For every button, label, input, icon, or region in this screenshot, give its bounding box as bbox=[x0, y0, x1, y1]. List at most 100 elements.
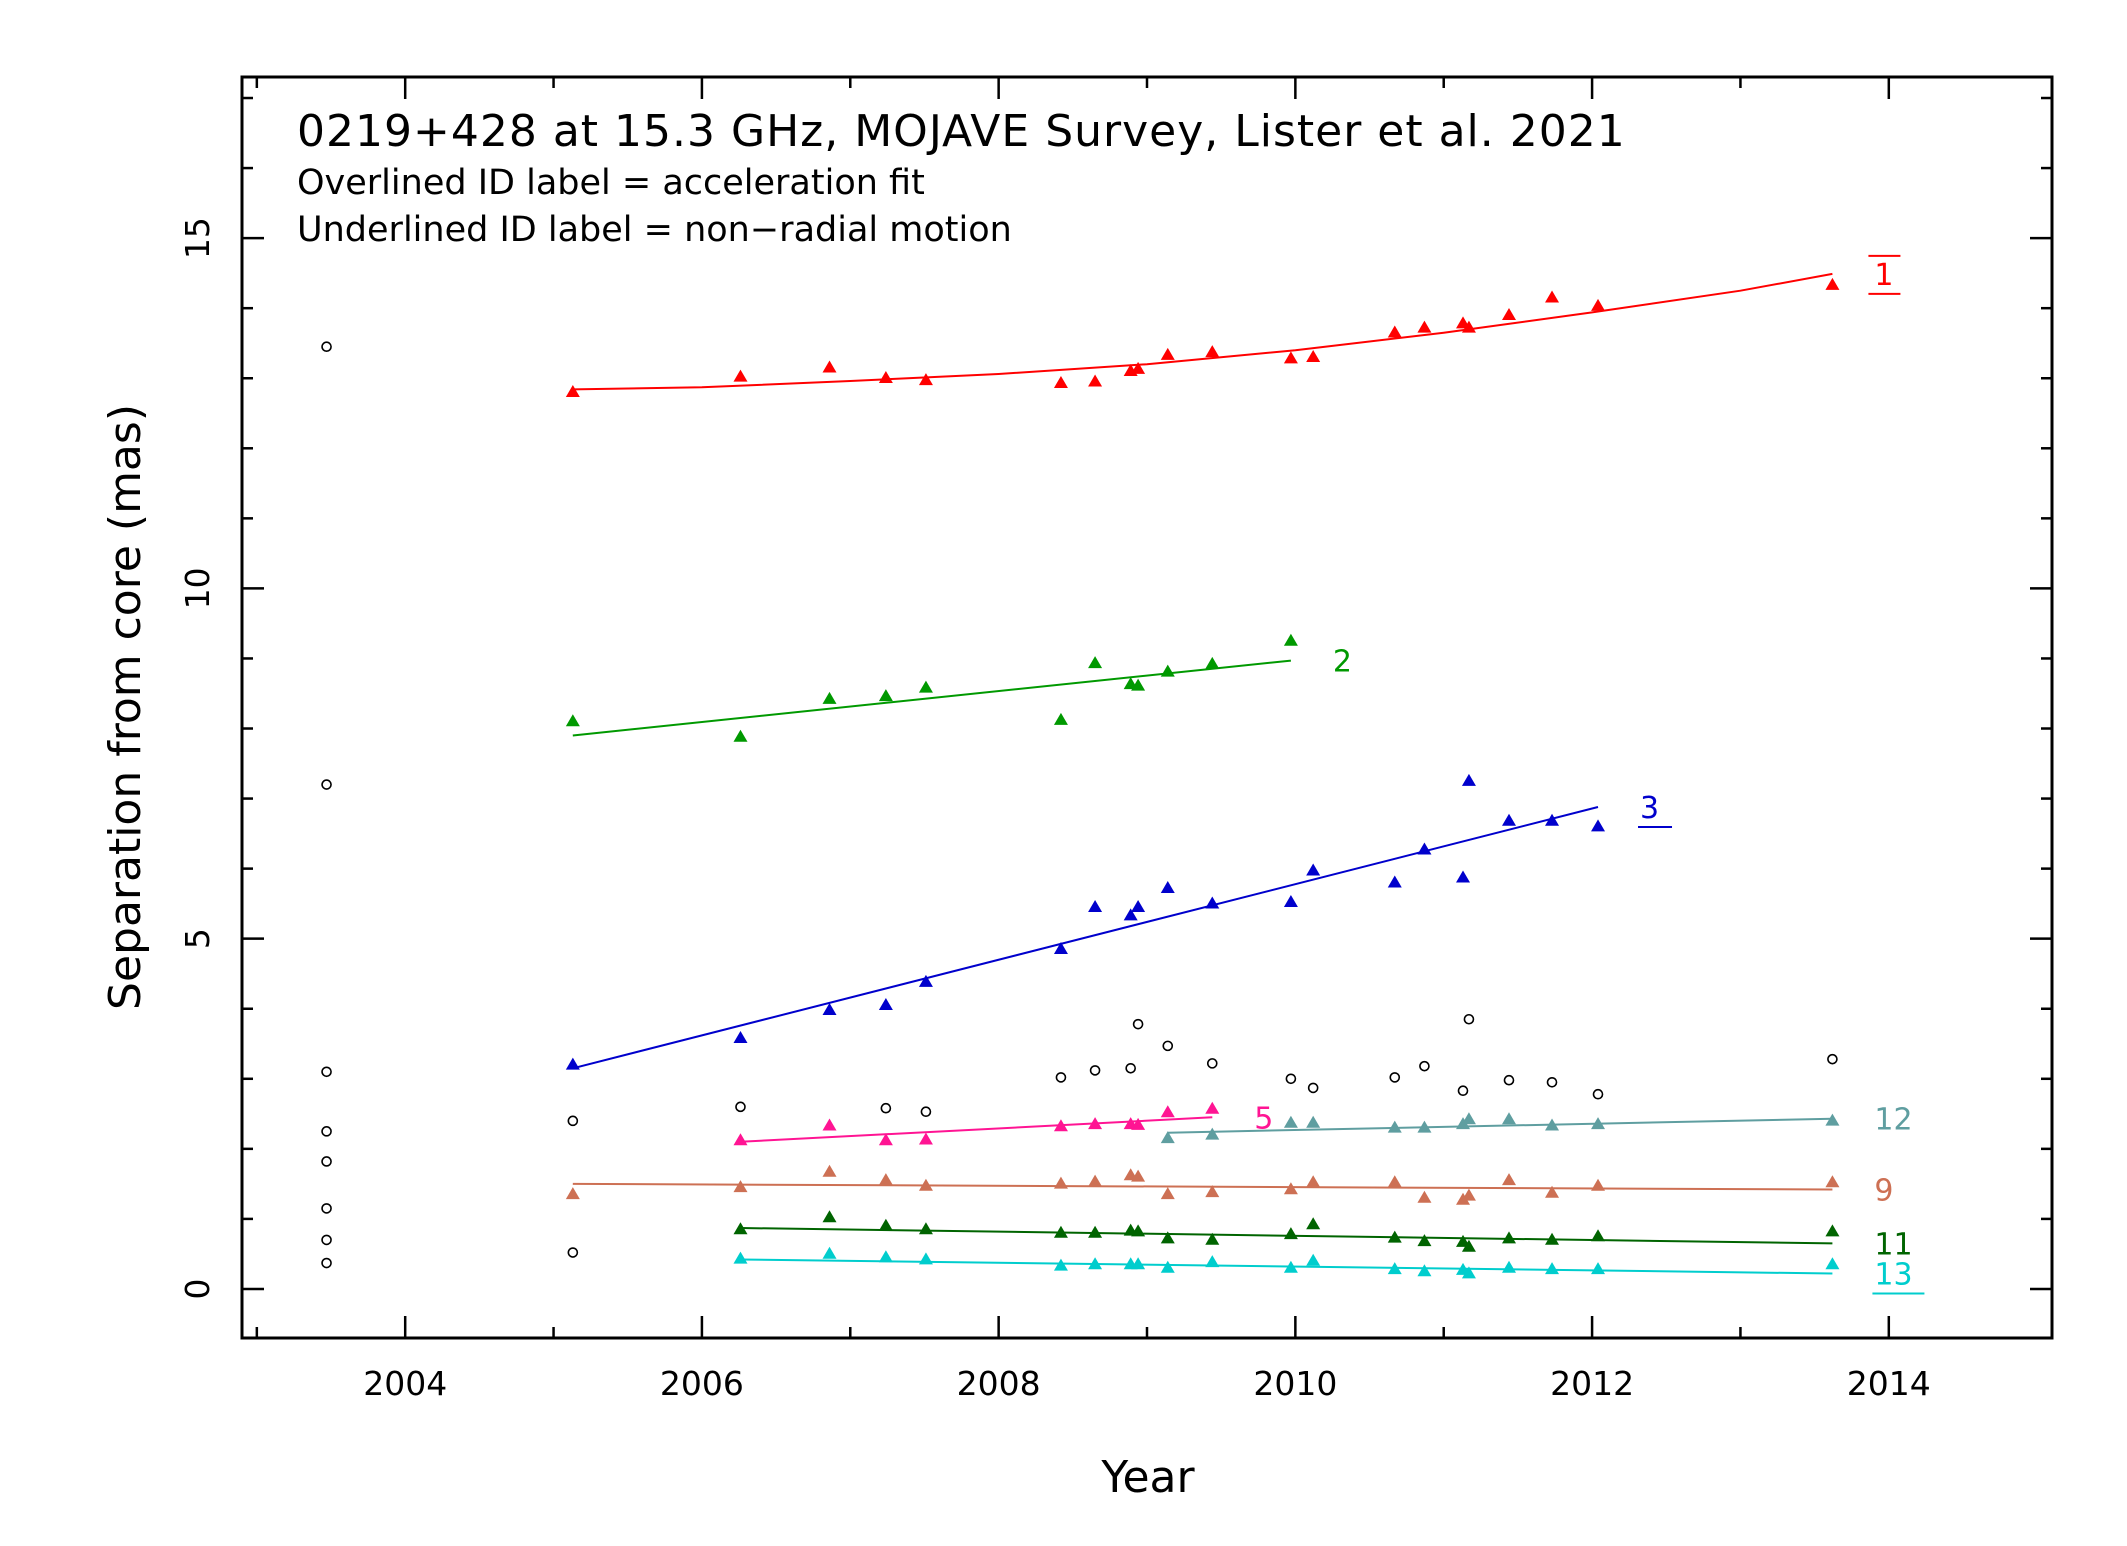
y-axis-label: Separation from core (mas) bbox=[100, 404, 151, 1010]
component-5-point bbox=[878, 1133, 893, 1146]
component-3-point bbox=[822, 1002, 837, 1015]
open-circle-point bbox=[1546, 1076, 1558, 1088]
component-11-point bbox=[1417, 1234, 1432, 1247]
series-label-12: 12 bbox=[1874, 1103, 1912, 1138]
component-3-point bbox=[1417, 842, 1432, 855]
component-3-point bbox=[878, 998, 893, 1011]
component-5-point bbox=[1160, 1105, 1175, 1118]
component-3-point bbox=[1456, 870, 1471, 883]
component-13-point bbox=[1502, 1260, 1516, 1273]
component-13-point bbox=[1131, 1257, 1146, 1270]
component-5-point bbox=[1131, 1117, 1146, 1130]
x-tick-label: 2006 bbox=[660, 1364, 744, 1403]
component-3-point bbox=[1591, 819, 1606, 832]
component-9-point bbox=[733, 1180, 748, 1193]
component-5-point bbox=[1205, 1101, 1220, 1114]
component-5-point bbox=[1088, 1117, 1103, 1130]
component-1-point bbox=[1417, 320, 1432, 333]
component-1-point bbox=[918, 373, 933, 386]
component-13-point bbox=[1591, 1262, 1606, 1275]
component-9-point bbox=[822, 1164, 837, 1177]
component-11-point bbox=[1205, 1232, 1220, 1245]
component-3-point bbox=[1053, 941, 1068, 954]
open-circle-point bbox=[1463, 1013, 1475, 1025]
open-circle-point bbox=[920, 1106, 932, 1118]
component-5-point bbox=[822, 1118, 837, 1131]
unassigned-points bbox=[321, 341, 1838, 1269]
open-circle-point bbox=[321, 779, 332, 790]
x-tick-label: 2014 bbox=[1847, 1364, 1931, 1403]
component-9-point bbox=[1131, 1169, 1146, 1182]
component-3-point bbox=[565, 1057, 580, 1070]
component-13-point bbox=[1088, 1257, 1103, 1270]
component-3-point bbox=[1306, 863, 1321, 876]
component-3-point bbox=[1502, 813, 1516, 826]
component-3-point bbox=[1205, 896, 1220, 909]
component-9-point bbox=[1417, 1190, 1432, 1203]
component-1-point bbox=[1053, 375, 1068, 388]
component-9-point bbox=[565, 1187, 580, 1200]
component-2-point bbox=[1160, 664, 1175, 677]
x-tick-label: 2004 bbox=[363, 1364, 447, 1403]
component-1-point bbox=[878, 371, 893, 384]
component-11-point bbox=[918, 1222, 933, 1235]
component-12-point bbox=[1160, 1131, 1175, 1144]
component-1-point bbox=[1088, 374, 1103, 387]
series-label-1: 1 bbox=[1874, 258, 1893, 293]
component-3-point bbox=[1160, 881, 1175, 894]
component-3-point bbox=[1283, 895, 1298, 908]
component-1-point bbox=[1387, 325, 1402, 338]
component-11-point bbox=[1283, 1227, 1298, 1240]
series-label-11: 11 bbox=[1874, 1227, 1912, 1262]
component-11-point bbox=[1545, 1232, 1560, 1245]
component-13-point bbox=[1283, 1260, 1298, 1273]
component-11-point bbox=[1088, 1225, 1103, 1238]
component-11-point bbox=[1461, 1239, 1476, 1252]
component-3-point bbox=[1387, 875, 1402, 888]
component-11-point bbox=[1306, 1217, 1321, 1230]
open-circle-point bbox=[321, 1234, 332, 1246]
open-circle-point bbox=[321, 1156, 332, 1167]
component-11-point bbox=[822, 1210, 837, 1223]
open-circle-point bbox=[880, 1102, 892, 1114]
component-9-point bbox=[1205, 1185, 1220, 1198]
component-1-point bbox=[822, 360, 837, 373]
component-points bbox=[565, 277, 1840, 1279]
x-tick-label: 2012 bbox=[1550, 1364, 1634, 1403]
open-circle-point bbox=[1285, 1073, 1297, 1085]
component-12-point bbox=[1417, 1120, 1432, 1133]
y-tick-label: 5 bbox=[178, 928, 217, 949]
axis-ticks bbox=[242, 77, 2052, 1338]
component-1-point bbox=[1825, 277, 1840, 290]
component-1-point bbox=[565, 385, 580, 398]
open-circle-point bbox=[1055, 1072, 1067, 1083]
component-2-point bbox=[1131, 678, 1146, 691]
component-12-point bbox=[1545, 1118, 1560, 1131]
component-3-point bbox=[1461, 773, 1476, 786]
component-2-point bbox=[822, 691, 837, 704]
component-2-point bbox=[1053, 712, 1068, 725]
open-circle-point bbox=[321, 1126, 332, 1137]
x-axis-label: Year bbox=[1100, 1452, 1195, 1503]
component-11-point bbox=[1456, 1234, 1471, 1247]
component-11-point bbox=[1053, 1225, 1068, 1238]
chart-subtitle-1: Overlined ID label = acceleration fit bbox=[297, 163, 925, 203]
open-circle-point bbox=[1307, 1082, 1319, 1094]
component-1-point bbox=[733, 369, 748, 382]
component-11-point bbox=[1591, 1229, 1606, 1242]
open-circle-point bbox=[321, 1203, 332, 1214]
component-12-point bbox=[1825, 1113, 1840, 1126]
fit-line-1 bbox=[572, 272, 1833, 391]
open-circle-point bbox=[1125, 1062, 1136, 1074]
component-5-point bbox=[918, 1132, 933, 1145]
x-tick-label: 2010 bbox=[1253, 1364, 1337, 1403]
component-12-point bbox=[1502, 1112, 1516, 1125]
component-13-point bbox=[1461, 1266, 1476, 1279]
component-9-point bbox=[1088, 1174, 1103, 1187]
component-9-point bbox=[1053, 1176, 1068, 1189]
component-9-point bbox=[1461, 1188, 1476, 1201]
component-9-point bbox=[1283, 1182, 1298, 1195]
